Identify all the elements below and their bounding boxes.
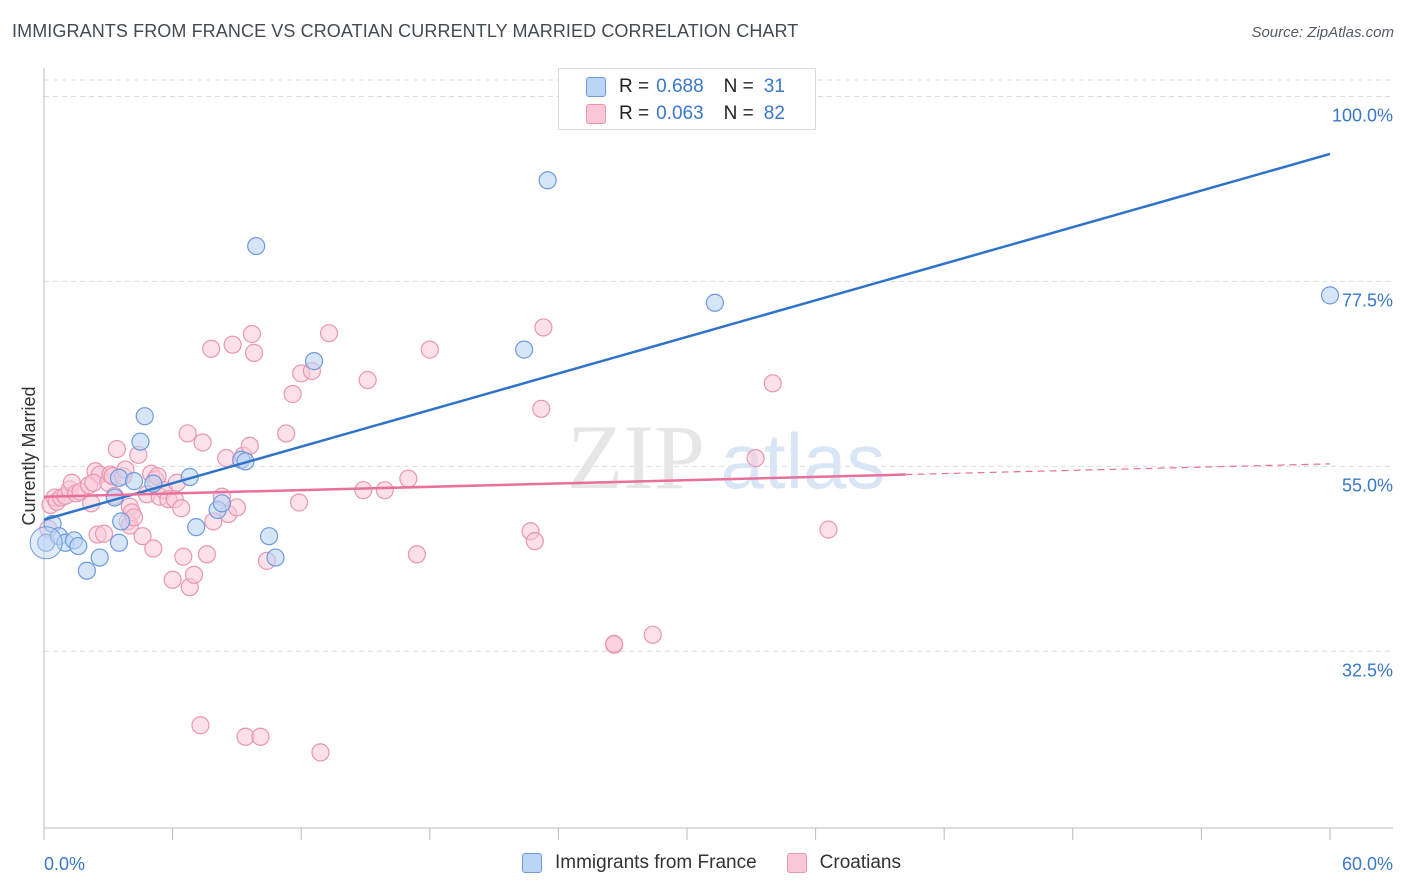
- croatians-point: [227, 498, 246, 517]
- france-points: [29, 171, 1340, 580]
- trend-lines: [43, 152, 1331, 521]
- stats-legend: R = 0.688 N = 31 R = 0.063 N = 82: [558, 68, 816, 130]
- croatians-point: [178, 424, 197, 443]
- croatians-point: [311, 743, 330, 762]
- y-tick-label: 77.5%: [1342, 290, 1393, 310]
- france-point: [515, 340, 534, 359]
- croatians-point: [133, 527, 152, 546]
- x-tick-label-max: 60.0%: [1342, 854, 1393, 874]
- bottom-legend: Immigrants from France Croatians: [522, 852, 931, 874]
- france-point: [135, 407, 154, 426]
- grid-layer: [44, 79, 1393, 652]
- france-point: [131, 432, 150, 451]
- stats-n-value: 82: [763, 103, 785, 124]
- stats-swatch-france: [586, 77, 606, 97]
- croatians-point: [242, 324, 262, 344]
- legend-item-france: Immigrants from France: [522, 852, 757, 874]
- france-point: [124, 472, 144, 491]
- axis-layer: 100.0% 77.5% 55.0% 32.5% 0.0% 60.0%: [43, 68, 1393, 874]
- legend-item-croatians: Croatians: [786, 852, 901, 874]
- y-tick-label: 32.5%: [1342, 660, 1393, 680]
- watermark: ZIP atlas: [567, 406, 885, 508]
- stats-swatch-croatians: [586, 104, 606, 124]
- france-point: [69, 536, 88, 556]
- france-point: [90, 548, 109, 567]
- stats-r-value: 0.063: [656, 103, 704, 124]
- france-point: [109, 468, 129, 487]
- france-point: [1320, 286, 1340, 305]
- watermark-zip: ZIP: [567, 406, 705, 508]
- france-point: [304, 352, 324, 371]
- y-axis-title: Currently Married: [19, 386, 39, 525]
- legend-swatch-croatians: [786, 853, 807, 873]
- croatians-point: [244, 343, 264, 362]
- stats-n-value: 31: [763, 76, 785, 97]
- croatians-point: [174, 547, 193, 566]
- croatians-point: [193, 433, 212, 452]
- croatians-point: [277, 424, 296, 443]
- stats-r-label: R =: [619, 103, 650, 124]
- france-point: [112, 512, 131, 531]
- croatians-point: [358, 370, 377, 390]
- croatians-point: [643, 625, 662, 644]
- france-point: [77, 561, 96, 580]
- legend-label-france: Immigrants from France: [555, 852, 757, 873]
- croatians-point: [163, 570, 182, 589]
- croatians-point: [107, 439, 126, 459]
- stats-n-label: N =: [723, 103, 754, 124]
- croatians-point: [407, 545, 427, 564]
- croatians-point: [217, 449, 236, 468]
- stats-r-label: R =: [619, 76, 650, 97]
- stats-row-croatians: R = 0.063 N = 82: [586, 101, 785, 127]
- croatians-point: [223, 335, 242, 354]
- croatians-point: [525, 532, 544, 551]
- france-point: [538, 171, 557, 190]
- croatians-trend-extension: [905, 463, 1331, 476]
- france-point: [187, 518, 206, 537]
- croatians-trend-line: [43, 473, 906, 498]
- croatians-point: [819, 520, 838, 539]
- stats-r-value: 0.688: [656, 76, 704, 97]
- france-point: [247, 236, 266, 256]
- croatians-point: [172, 499, 191, 518]
- croatians-point: [354, 481, 373, 500]
- y-tick-label: 55.0%: [1342, 475, 1393, 495]
- croatians-point: [399, 469, 418, 488]
- stats-row-france: R = 0.688 N = 31: [586, 74, 785, 100]
- watermark-atlas: atlas: [721, 417, 886, 505]
- legend-swatch-france: [522, 853, 542, 873]
- france-trend-line: [43, 152, 1331, 521]
- croatians-point: [289, 493, 309, 512]
- chart-title: IMMIGRANTS FROM FRANCE VS CROATIAN CURRE…: [12, 21, 799, 41]
- croatians-point: [191, 716, 210, 735]
- croatians-point: [605, 634, 624, 653]
- croatians-point: [283, 384, 302, 404]
- croatians-point: [197, 545, 216, 564]
- france-cluster-point: [29, 526, 63, 560]
- croatians-point: [202, 339, 221, 358]
- croatians-point: [251, 727, 270, 746]
- france-point: [109, 533, 129, 552]
- y-tick-label: 100.0%: [1332, 105, 1393, 125]
- croatians-point: [375, 481, 394, 500]
- croatians-point: [420, 340, 439, 359]
- croatians-point: [94, 524, 114, 543]
- france-point: [266, 548, 285, 567]
- croatians-point: [763, 374, 782, 393]
- croatians-point: [534, 318, 553, 337]
- croatians-point: [746, 449, 765, 468]
- stats-n-label: N =: [723, 76, 754, 97]
- croatians-point: [184, 565, 204, 584]
- croatians-point: [532, 399, 551, 418]
- croatians-points: [39, 318, 838, 762]
- croatians-point: [144, 539, 163, 558]
- x-tick-label-min: 0.0%: [44, 854, 85, 874]
- legend-label-croatians: Croatians: [819, 852, 901, 873]
- france-point: [705, 293, 724, 312]
- source-label: Source: ZipAtlas.com: [1251, 24, 1394, 41]
- france-point: [259, 527, 279, 546]
- croatians-point: [319, 324, 339, 343]
- france-point: [212, 494, 231, 513]
